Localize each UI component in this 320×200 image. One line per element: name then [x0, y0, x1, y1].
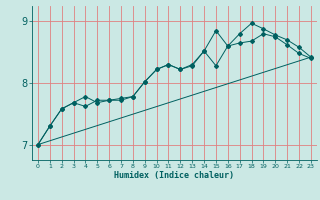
X-axis label: Humidex (Indice chaleur): Humidex (Indice chaleur)	[115, 171, 234, 180]
